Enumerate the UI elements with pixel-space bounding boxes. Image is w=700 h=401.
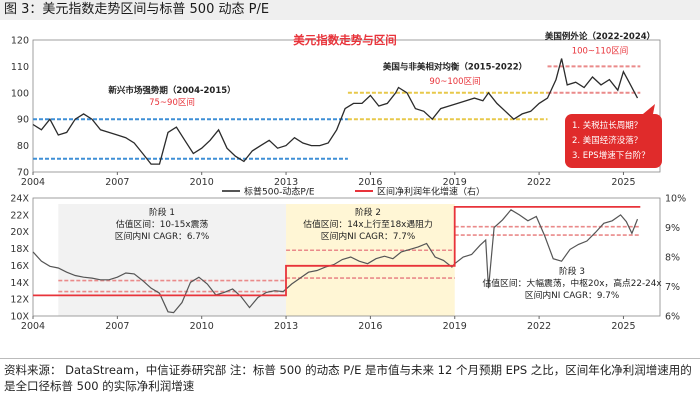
phase-title: 阶段 3 xyxy=(559,265,585,277)
x-tick-label: 2004 xyxy=(21,177,45,188)
x-tick-label: 2022 xyxy=(527,177,551,188)
x-tick-label: 2007 xyxy=(105,177,129,188)
pe-chart: 10X 12X 14X 16X 18X 20X 22X 24X 6% 7% 8% 9% 10% 2004 2… xyxy=(10,186,686,333)
y-tick-label: 14X xyxy=(10,278,29,289)
question-box-pointer xyxy=(643,104,655,114)
x-tick-label: 2019 xyxy=(443,321,467,332)
band-label-2: 90~100区间 xyxy=(429,77,480,87)
x-tick-label: 2010 xyxy=(190,177,214,188)
legend-label-pe: 标普500-动态P/E xyxy=(244,186,315,198)
y-tick-label: 120 xyxy=(11,36,29,47)
question-item: 2. 美国经济没落？ xyxy=(572,135,642,146)
series-growth xyxy=(33,205,641,297)
y-tick-label: 80 xyxy=(17,141,29,152)
x-tick-label: 2016 xyxy=(358,321,382,332)
y-tick-label: 16X xyxy=(10,261,29,272)
x-tick-label: 2025 xyxy=(611,177,635,188)
y-tick-label: 110 xyxy=(11,62,29,73)
question-box xyxy=(565,114,662,168)
x-tick-label: 2004 xyxy=(21,321,45,332)
annotation-period-2: 美国与非美相对均衡（2015-2022） xyxy=(383,61,527,72)
y-tick-label: 22X xyxy=(10,210,29,221)
x-tick-label: 2010 xyxy=(190,321,214,332)
figure-title: 图 3：美元指数走势区间与标普 500 动态 P/E xyxy=(0,0,700,20)
series-dxy xyxy=(32,58,639,165)
phase-title: 阶段 2 xyxy=(355,206,381,218)
source-note: 资料来源： DataStream，中信证券研究部 注：标普 500 的动态 P/… xyxy=(4,363,692,393)
y2-tick-label: 10% xyxy=(665,194,686,205)
phase-cagr: 区间内NI CAGR：7.7% xyxy=(321,230,415,242)
question-item: 3. EPS增速下台阶？ xyxy=(572,150,650,161)
y-tick-label: 18X xyxy=(10,244,29,255)
band-label-1: 75~90区间 xyxy=(149,98,195,108)
y-tick-label: 70 xyxy=(17,168,29,179)
y-tick-label: 100 xyxy=(11,88,29,99)
phase-valuation: 估值区间：10-15x震荡 xyxy=(116,218,209,230)
x-tick-label: 2025 xyxy=(611,321,635,332)
plot-frame xyxy=(32,39,661,173)
series-pe xyxy=(32,209,639,314)
x-tick-label: 2013 xyxy=(274,177,298,188)
chart-figure: 70 80 90 100 110 120 2004 2007 2010 2013 2016 2019 2… xyxy=(10,31,686,333)
phase-cagr: 区间内NI CAGR：6.7% xyxy=(115,230,209,242)
x-tick-label: 2019 xyxy=(443,177,467,188)
plot-frame xyxy=(32,197,661,317)
phase-cagr: 区间内NI CAGR：9.7% xyxy=(525,289,619,301)
question-item: 1. 关税拉长周期？ xyxy=(572,120,642,131)
y2-tick-label: 9% xyxy=(665,223,680,234)
annotation-period-1: 新兴市场强势期（2004-2015） xyxy=(108,85,235,96)
legend-label-growth: 区间净利润年化增速（右） xyxy=(377,186,485,198)
phase-shade xyxy=(58,204,287,316)
y2-tick-label: 8% xyxy=(665,253,680,264)
y-tick-label: 20X xyxy=(10,227,29,238)
y-tick-label: 10X xyxy=(10,312,29,323)
x-tick-label: 2022 xyxy=(527,321,551,332)
x-tick-label: 2013 xyxy=(274,321,298,332)
phase-valuation: 估值区间：14x上行至18x遇阻力 xyxy=(303,218,433,230)
footer-divider xyxy=(0,358,700,359)
band-label-3: 100~110区间 xyxy=(572,47,629,57)
x-tick-label: 2016 xyxy=(358,177,382,188)
y2-tick-label: 7% xyxy=(665,282,680,293)
phase-valuation: 估值区间：大幅震荡，中枢20x，高点22-24x xyxy=(482,277,661,289)
chart-title: 美元指数走势与区间 xyxy=(293,33,397,47)
x-tick-label: 2007 xyxy=(105,321,129,332)
y2-tick-label: 6% xyxy=(665,312,680,323)
dxy-chart: 70 80 90 100 110 120 2004 2007 2010 2013 2016 2019 2… xyxy=(11,31,662,188)
phase-shade xyxy=(286,204,455,316)
phase-title: 阶段 1 xyxy=(149,206,175,218)
y-tick-label: 24X xyxy=(10,194,29,205)
y-tick-label: 12X xyxy=(10,295,29,306)
y-tick-label: 90 xyxy=(17,115,29,126)
annotation-period-3: 美国例外论（2022-2024） xyxy=(545,31,655,42)
